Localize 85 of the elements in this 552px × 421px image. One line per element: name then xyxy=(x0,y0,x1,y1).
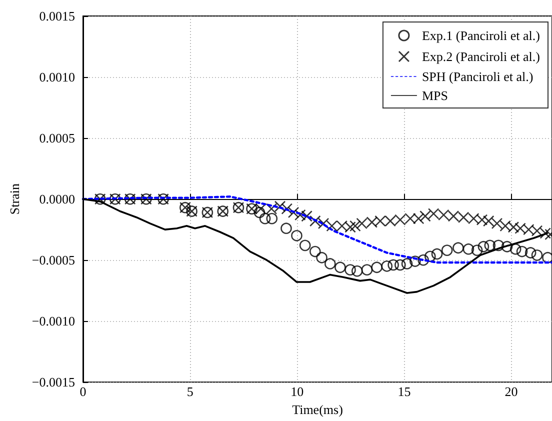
point xyxy=(418,254,429,266)
point xyxy=(476,214,488,226)
point xyxy=(388,259,399,271)
point xyxy=(274,200,286,212)
point xyxy=(318,218,330,230)
point xyxy=(326,220,338,232)
point xyxy=(394,214,406,226)
point xyxy=(350,220,361,232)
point xyxy=(280,222,292,234)
y-tick-label: −0.0015 xyxy=(32,374,75,390)
point xyxy=(438,209,450,221)
point xyxy=(462,243,474,255)
point xyxy=(401,258,413,270)
point xyxy=(448,210,460,222)
point xyxy=(514,222,526,234)
point xyxy=(316,252,328,264)
point xyxy=(288,206,300,218)
y-tick-label: 0.0005 xyxy=(39,130,75,146)
y-tick-label: 0.0000 xyxy=(39,192,75,207)
point xyxy=(299,240,311,252)
point xyxy=(344,264,356,276)
point xyxy=(540,228,552,239)
x-tick-label: 10 xyxy=(290,384,304,400)
point xyxy=(508,221,520,233)
point xyxy=(324,258,336,270)
point xyxy=(366,216,378,228)
point xyxy=(404,212,416,224)
x-tick-label: 20 xyxy=(504,384,518,400)
point xyxy=(309,215,321,227)
legend-label: Exp.1 (Panciroli et al.) xyxy=(422,28,540,43)
point xyxy=(351,265,363,277)
point xyxy=(501,240,513,252)
y-tick-label: −0.0005 xyxy=(32,252,75,268)
point xyxy=(294,209,306,221)
y-tick-label: 0.0010 xyxy=(39,70,75,85)
point xyxy=(471,244,483,256)
point xyxy=(424,250,436,262)
point xyxy=(374,215,386,227)
point xyxy=(468,212,480,224)
point xyxy=(523,224,534,236)
point xyxy=(458,212,470,224)
point xyxy=(344,221,356,233)
x-tick-label: 0 xyxy=(80,384,86,400)
point xyxy=(259,212,271,224)
point xyxy=(452,242,464,254)
y-tick-label: 0.0015 xyxy=(39,8,75,24)
legend-label: SPH (Panciroli et al.) xyxy=(422,69,534,84)
point xyxy=(310,246,321,258)
point xyxy=(478,240,490,252)
point xyxy=(531,225,543,236)
point xyxy=(356,218,368,230)
point xyxy=(484,240,496,252)
point xyxy=(334,262,346,274)
point xyxy=(301,210,312,222)
y-tick-label: −0.0010 xyxy=(32,314,75,329)
point xyxy=(412,212,424,224)
point xyxy=(336,220,348,232)
point xyxy=(420,210,431,222)
point xyxy=(291,230,302,242)
point xyxy=(410,256,421,267)
point xyxy=(371,262,382,274)
legend-label: MPS xyxy=(422,88,448,103)
point xyxy=(266,212,278,224)
point xyxy=(384,215,396,227)
x-tick-label: 15 xyxy=(398,384,411,400)
point xyxy=(500,220,511,232)
point xyxy=(394,259,406,271)
point xyxy=(255,203,266,214)
legend-label: Exp.2 (Panciroli et al.) xyxy=(422,49,540,64)
point xyxy=(531,250,543,261)
point xyxy=(510,243,522,255)
point xyxy=(482,215,494,227)
x-tick-label: 5 xyxy=(186,384,194,400)
point xyxy=(492,240,504,252)
point xyxy=(431,248,443,260)
y-axis-title: Strain xyxy=(7,183,22,215)
point xyxy=(361,264,373,276)
point xyxy=(428,208,440,220)
x-axis-title: Time(ms) xyxy=(292,402,343,417)
point xyxy=(281,203,293,214)
point xyxy=(441,244,453,256)
point xyxy=(524,247,536,258)
point xyxy=(381,260,393,272)
point xyxy=(491,218,503,230)
point xyxy=(516,246,528,258)
